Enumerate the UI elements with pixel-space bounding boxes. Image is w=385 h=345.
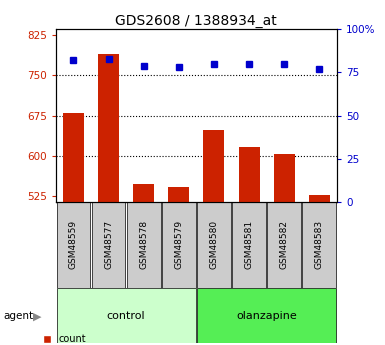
Bar <box>203 130 224 202</box>
Bar <box>98 53 119 202</box>
FancyBboxPatch shape <box>197 288 336 343</box>
Legend: count, percentile rank within the sample: count, percentile rank within the sample <box>44 334 224 345</box>
FancyBboxPatch shape <box>232 202 266 288</box>
Bar <box>133 184 154 202</box>
Text: agent: agent <box>4 311 34 321</box>
Text: GSM48583: GSM48583 <box>315 220 324 269</box>
Title: GDS2608 / 1388934_at: GDS2608 / 1388934_at <box>116 14 277 28</box>
Text: GSM48559: GSM48559 <box>69 220 78 269</box>
Text: GSM48578: GSM48578 <box>139 220 148 269</box>
FancyBboxPatch shape <box>303 202 336 288</box>
FancyBboxPatch shape <box>267 202 301 288</box>
Bar <box>168 187 189 202</box>
Text: GSM48582: GSM48582 <box>280 220 289 269</box>
Text: olanzapine: olanzapine <box>236 310 297 321</box>
Text: GSM48580: GSM48580 <box>209 220 218 269</box>
FancyBboxPatch shape <box>162 202 196 288</box>
FancyBboxPatch shape <box>57 288 196 343</box>
Text: GSM48581: GSM48581 <box>244 220 254 269</box>
FancyBboxPatch shape <box>127 202 161 288</box>
FancyBboxPatch shape <box>197 202 231 288</box>
Text: GSM48577: GSM48577 <box>104 220 113 269</box>
Bar <box>63 113 84 202</box>
FancyBboxPatch shape <box>92 202 126 288</box>
FancyBboxPatch shape <box>57 202 90 288</box>
Text: control: control <box>107 310 146 321</box>
Bar <box>309 195 330 202</box>
Text: ▶: ▶ <box>33 312 41 321</box>
Text: GSM48579: GSM48579 <box>174 220 183 269</box>
Bar <box>239 147 259 202</box>
Bar <box>274 154 295 202</box>
